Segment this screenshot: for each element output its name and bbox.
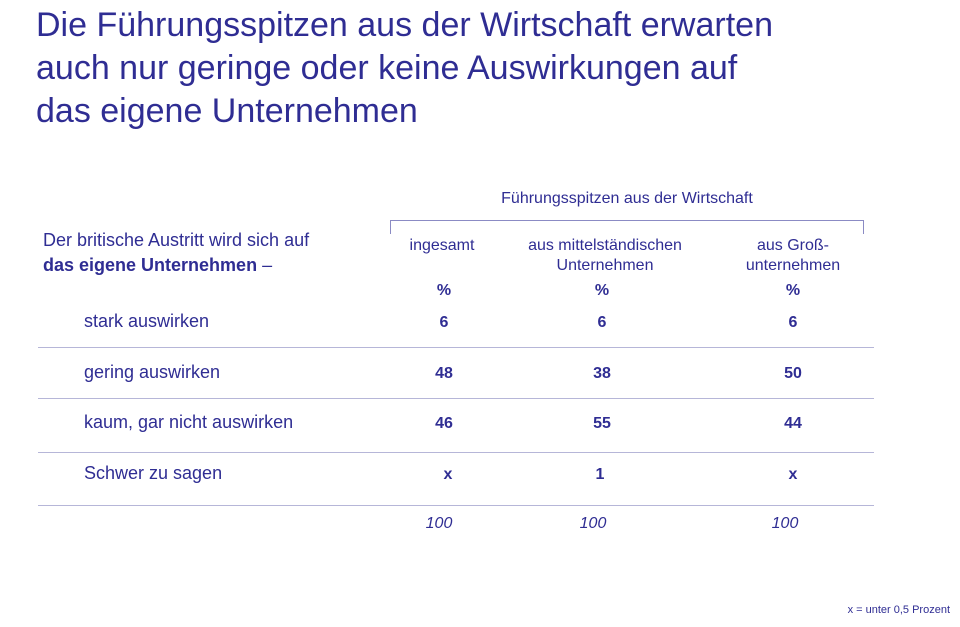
- table-cell: 6: [439, 314, 449, 331]
- row-label: gering auswirken: [84, 362, 221, 382]
- table-cell: 48: [435, 365, 453, 382]
- table-cell: x: [443, 466, 453, 483]
- table-cell: 46: [435, 415, 453, 432]
- total-cell: 100: [425, 515, 453, 532]
- title-line-3: das eigene Unternehmen: [36, 92, 418, 130]
- title-line-2: auch nur geringe oder keine Auswirkungen…: [36, 49, 738, 87]
- question-text: Der britische Austritt wird sich auf das…: [43, 228, 383, 278]
- row-divider: [38, 398, 874, 399]
- column-header-total: ingesamt: [392, 236, 492, 256]
- table-cell: 55: [593, 415, 611, 432]
- unit-label: %: [436, 282, 452, 299]
- column-header-line: aus mittelständischen: [528, 237, 682, 254]
- question-suffix: –: [257, 255, 273, 275]
- row-label: Schwer zu sagen: [84, 463, 223, 483]
- row-label: kaum, gar nicht auswirken: [84, 412, 294, 432]
- group-header: Führungsspitzen aus der Wirtschaft: [501, 190, 753, 207]
- table-cell: 1: [595, 466, 605, 483]
- column-header-line: Unternehmen: [556, 257, 654, 274]
- table-cell: 44: [784, 415, 802, 432]
- footnote: x = unter 0,5 Prozent: [847, 604, 950, 616]
- unit-label: %: [785, 282, 801, 299]
- total-cell: 100: [771, 515, 799, 532]
- column-header-line: ingesamt: [409, 237, 475, 254]
- page-title: Die Führungsspitzen aus der Wirtschaft e…: [36, 4, 936, 133]
- title-line-1: Die Führungsspitzen aus der Wirtschaft e…: [36, 6, 773, 44]
- total-cell: 100: [579, 515, 607, 532]
- table-cell: x: [788, 466, 798, 483]
- row-divider: [38, 505, 874, 506]
- question-bold: das eigene Unternehmen: [43, 255, 258, 275]
- row-divider: [38, 347, 874, 348]
- column-header-line: aus Groß-: [756, 237, 829, 254]
- table-cell: 6: [788, 314, 798, 331]
- table-cell: 6: [597, 314, 607, 331]
- table-cell: 38: [593, 365, 611, 382]
- row-label: stark auswirken: [84, 311, 210, 331]
- group-bracket: [390, 220, 864, 234]
- question-part-1: Der britische Austritt wird sich auf: [43, 230, 310, 250]
- table-cell: 50: [784, 365, 802, 382]
- unit-label: %: [594, 282, 610, 299]
- column-header-line: unternehmen: [745, 257, 841, 274]
- column-header-mid-sized: aus mittelständischen Unternehmen: [500, 236, 710, 276]
- row-divider: [38, 452, 874, 453]
- column-header-large: aus Groß- unternehmen: [718, 236, 868, 276]
